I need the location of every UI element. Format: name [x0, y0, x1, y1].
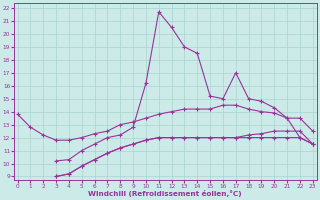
X-axis label: Windchill (Refroidissement éolien,°C): Windchill (Refroidissement éolien,°C) [88, 190, 242, 197]
